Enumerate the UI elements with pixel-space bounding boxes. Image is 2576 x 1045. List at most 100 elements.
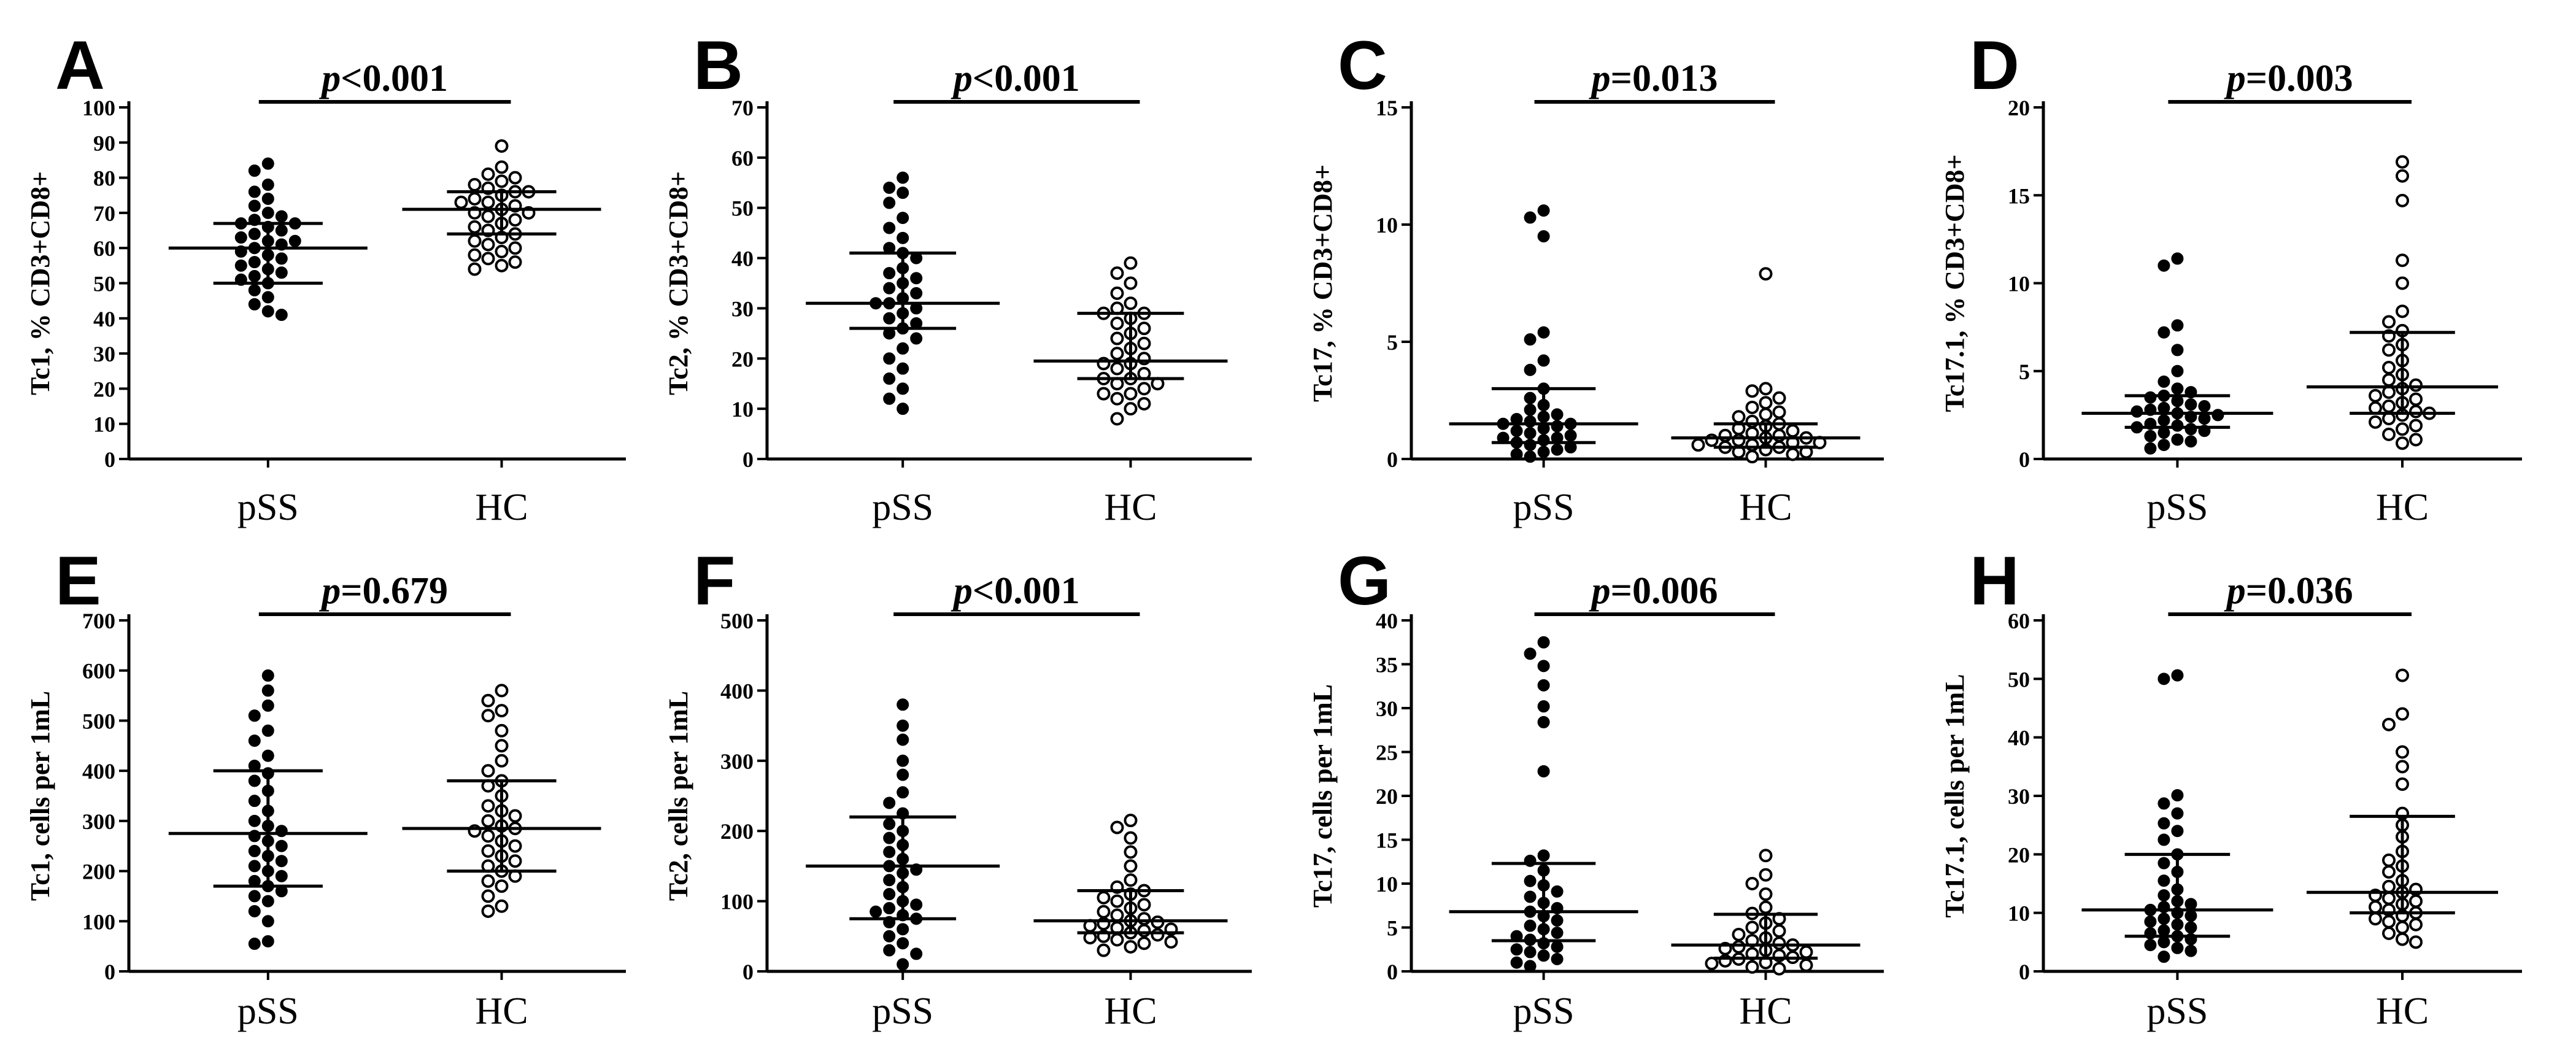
- data-point: [910, 898, 923, 911]
- data-point: [261, 291, 274, 304]
- data-point: [1745, 960, 1759, 974]
- data-point: [1110, 391, 1124, 406]
- data-point: [883, 831, 896, 844]
- y-tick-label: 0: [742, 447, 754, 472]
- data-point: [481, 195, 495, 209]
- data-point: [1732, 927, 1746, 941]
- data-point: [2158, 439, 2170, 452]
- data-point: [2171, 669, 2184, 682]
- y-tick-label: 60: [2008, 609, 2030, 633]
- data-point: [2396, 169, 2409, 183]
- data-point: [883, 267, 896, 280]
- data-point: [1772, 391, 1786, 405]
- data-point: [261, 669, 274, 682]
- data-point: [2382, 343, 2396, 357]
- data-point: [1137, 912, 1151, 926]
- data-point: [1537, 636, 1550, 649]
- data-point: [481, 252, 495, 266]
- data-point: [1745, 384, 1759, 398]
- data-point: [1799, 945, 1813, 959]
- data-point: [275, 252, 288, 265]
- y-tick-label: 20: [2008, 96, 2030, 120]
- series-hc: [1671, 849, 1861, 976]
- data-point: [2185, 898, 2197, 911]
- x-tick-label: pSS: [2146, 487, 2208, 528]
- x-tick-label: pSS: [1513, 487, 1575, 528]
- p-symbol: p: [951, 570, 973, 612]
- y-axis-label: Tc17.1, % CD3+CD8+: [1940, 154, 1970, 412]
- p-symbol: p: [2224, 570, 2246, 612]
- data-point: [481, 829, 495, 843]
- data-point: [2396, 745, 2409, 759]
- y-tick-label: 100: [82, 96, 115, 120]
- data-point: [261, 895, 274, 908]
- data-point: [468, 191, 482, 206]
- data-point: [248, 709, 261, 722]
- data-point: [1799, 958, 1813, 972]
- p-value: <0.001: [341, 58, 448, 99]
- data-point: [897, 362, 909, 375]
- y-tick-label: 30: [2008, 784, 2030, 809]
- data-point: [1124, 939, 1138, 954]
- x-tick-label: pSS: [872, 990, 933, 1032]
- p-value: =0.006: [1611, 570, 1718, 612]
- data-point: [234, 231, 247, 244]
- data-point: [1759, 382, 1773, 396]
- data-point: [468, 178, 482, 192]
- panel-letter: G: [1338, 542, 1391, 619]
- data-point: [495, 899, 509, 913]
- data-point: [1537, 326, 1550, 339]
- data-point: [883, 888, 896, 901]
- data-point: [1110, 286, 1124, 300]
- series-hc: [1671, 267, 1861, 464]
- data-point: [495, 754, 509, 768]
- data-point: [883, 874, 896, 887]
- data-point: [1745, 400, 1759, 414]
- y-tick-label: 5: [1387, 330, 1398, 355]
- y-tick-label: 10: [731, 397, 754, 422]
- y-tick-label: 70: [731, 96, 754, 120]
- data-point: [2409, 935, 2423, 949]
- data-point: [1537, 679, 1550, 692]
- data-point: [1110, 894, 1124, 908]
- data-point: [248, 298, 261, 310]
- data-point: [2185, 944, 2197, 957]
- series-pss: [168, 157, 368, 322]
- data-point: [1510, 425, 1523, 438]
- data-point: [1537, 660, 1550, 673]
- y-axis-label: Tc2, cells per 1mL: [663, 691, 693, 901]
- data-point: [2171, 789, 2184, 802]
- data-point: [2382, 927, 2396, 941]
- y-tick-label: 0: [742, 960, 754, 984]
- data-point: [1097, 890, 1111, 904]
- x-tick-label: pSS: [2146, 990, 2208, 1032]
- y-tick-label: 15: [1376, 828, 1398, 853]
- data-point: [1759, 849, 1773, 863]
- data-point: [2409, 894, 2423, 908]
- data-point: [2158, 259, 2170, 272]
- data-point: [2158, 375, 2170, 388]
- data-point: [2144, 391, 2157, 404]
- p-value: =0.013: [1611, 58, 1718, 99]
- data-point: [2409, 378, 2423, 392]
- y-tick-label: 0: [2019, 447, 2030, 472]
- data-point: [261, 206, 274, 219]
- panel-letter: D: [1970, 27, 2019, 104]
- data-point: [2382, 717, 2396, 731]
- y-tick-label: 10: [1376, 213, 1398, 237]
- y-tick-label: 0: [1387, 447, 1398, 472]
- data-point: [870, 905, 882, 918]
- x-tick-label: HC: [475, 487, 528, 528]
- data-point: [261, 724, 274, 737]
- y-tick-label: 0: [2019, 960, 2030, 984]
- data-point: [897, 937, 909, 950]
- data-point: [2369, 900, 2382, 914]
- data-point: [1137, 336, 1151, 350]
- data-point: [1759, 407, 1773, 422]
- data-point: [883, 392, 896, 405]
- p-value-label: p<0.001: [951, 58, 1080, 99]
- y-tick-label: 100: [82, 909, 115, 934]
